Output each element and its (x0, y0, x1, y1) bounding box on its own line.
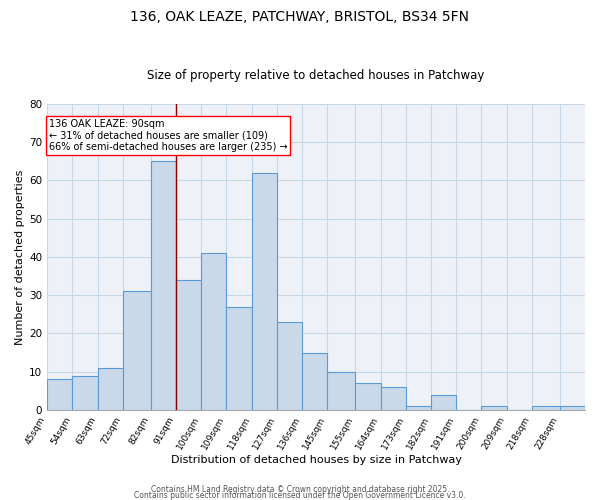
Bar (431, 394, 456, 410)
X-axis label: Distribution of detached houses by size in Patchway: Distribution of detached houses by size … (170, 455, 461, 465)
Text: 136 OAK LEAZE: 90sqm
← 31% of detached houses are smaller (109)
66% of semi-deta: 136 OAK LEAZE: 90sqm ← 31% of detached h… (49, 120, 287, 152)
Bar (302, 352, 327, 410)
Text: Contains public sector information licensed under the Open Government Licence v3: Contains public sector information licen… (134, 490, 466, 500)
Bar (560, 406, 585, 410)
Bar (73, 376, 98, 410)
Title: Size of property relative to detached houses in Patchway: Size of property relative to detached ho… (148, 69, 485, 82)
Bar (406, 406, 431, 410)
Bar (380, 387, 406, 410)
Text: 136, OAK LEAZE, PATCHWAY, BRISTOL, BS34 5FN: 136, OAK LEAZE, PATCHWAY, BRISTOL, BS34 … (131, 10, 470, 24)
Bar (277, 322, 302, 410)
Bar (251, 173, 277, 410)
Y-axis label: Number of detached properties: Number of detached properties (15, 170, 25, 344)
Bar (47, 380, 73, 410)
Text: Contains HM Land Registry data © Crown copyright and database right 2025.: Contains HM Land Registry data © Crown c… (151, 484, 449, 494)
Bar (327, 372, 355, 410)
Bar (532, 406, 560, 410)
Bar (176, 280, 201, 410)
Bar (151, 162, 176, 410)
Bar (123, 292, 151, 410)
Bar (98, 368, 123, 410)
Bar (201, 253, 226, 410)
Bar (481, 406, 506, 410)
Bar (226, 306, 251, 410)
Bar (355, 383, 380, 410)
